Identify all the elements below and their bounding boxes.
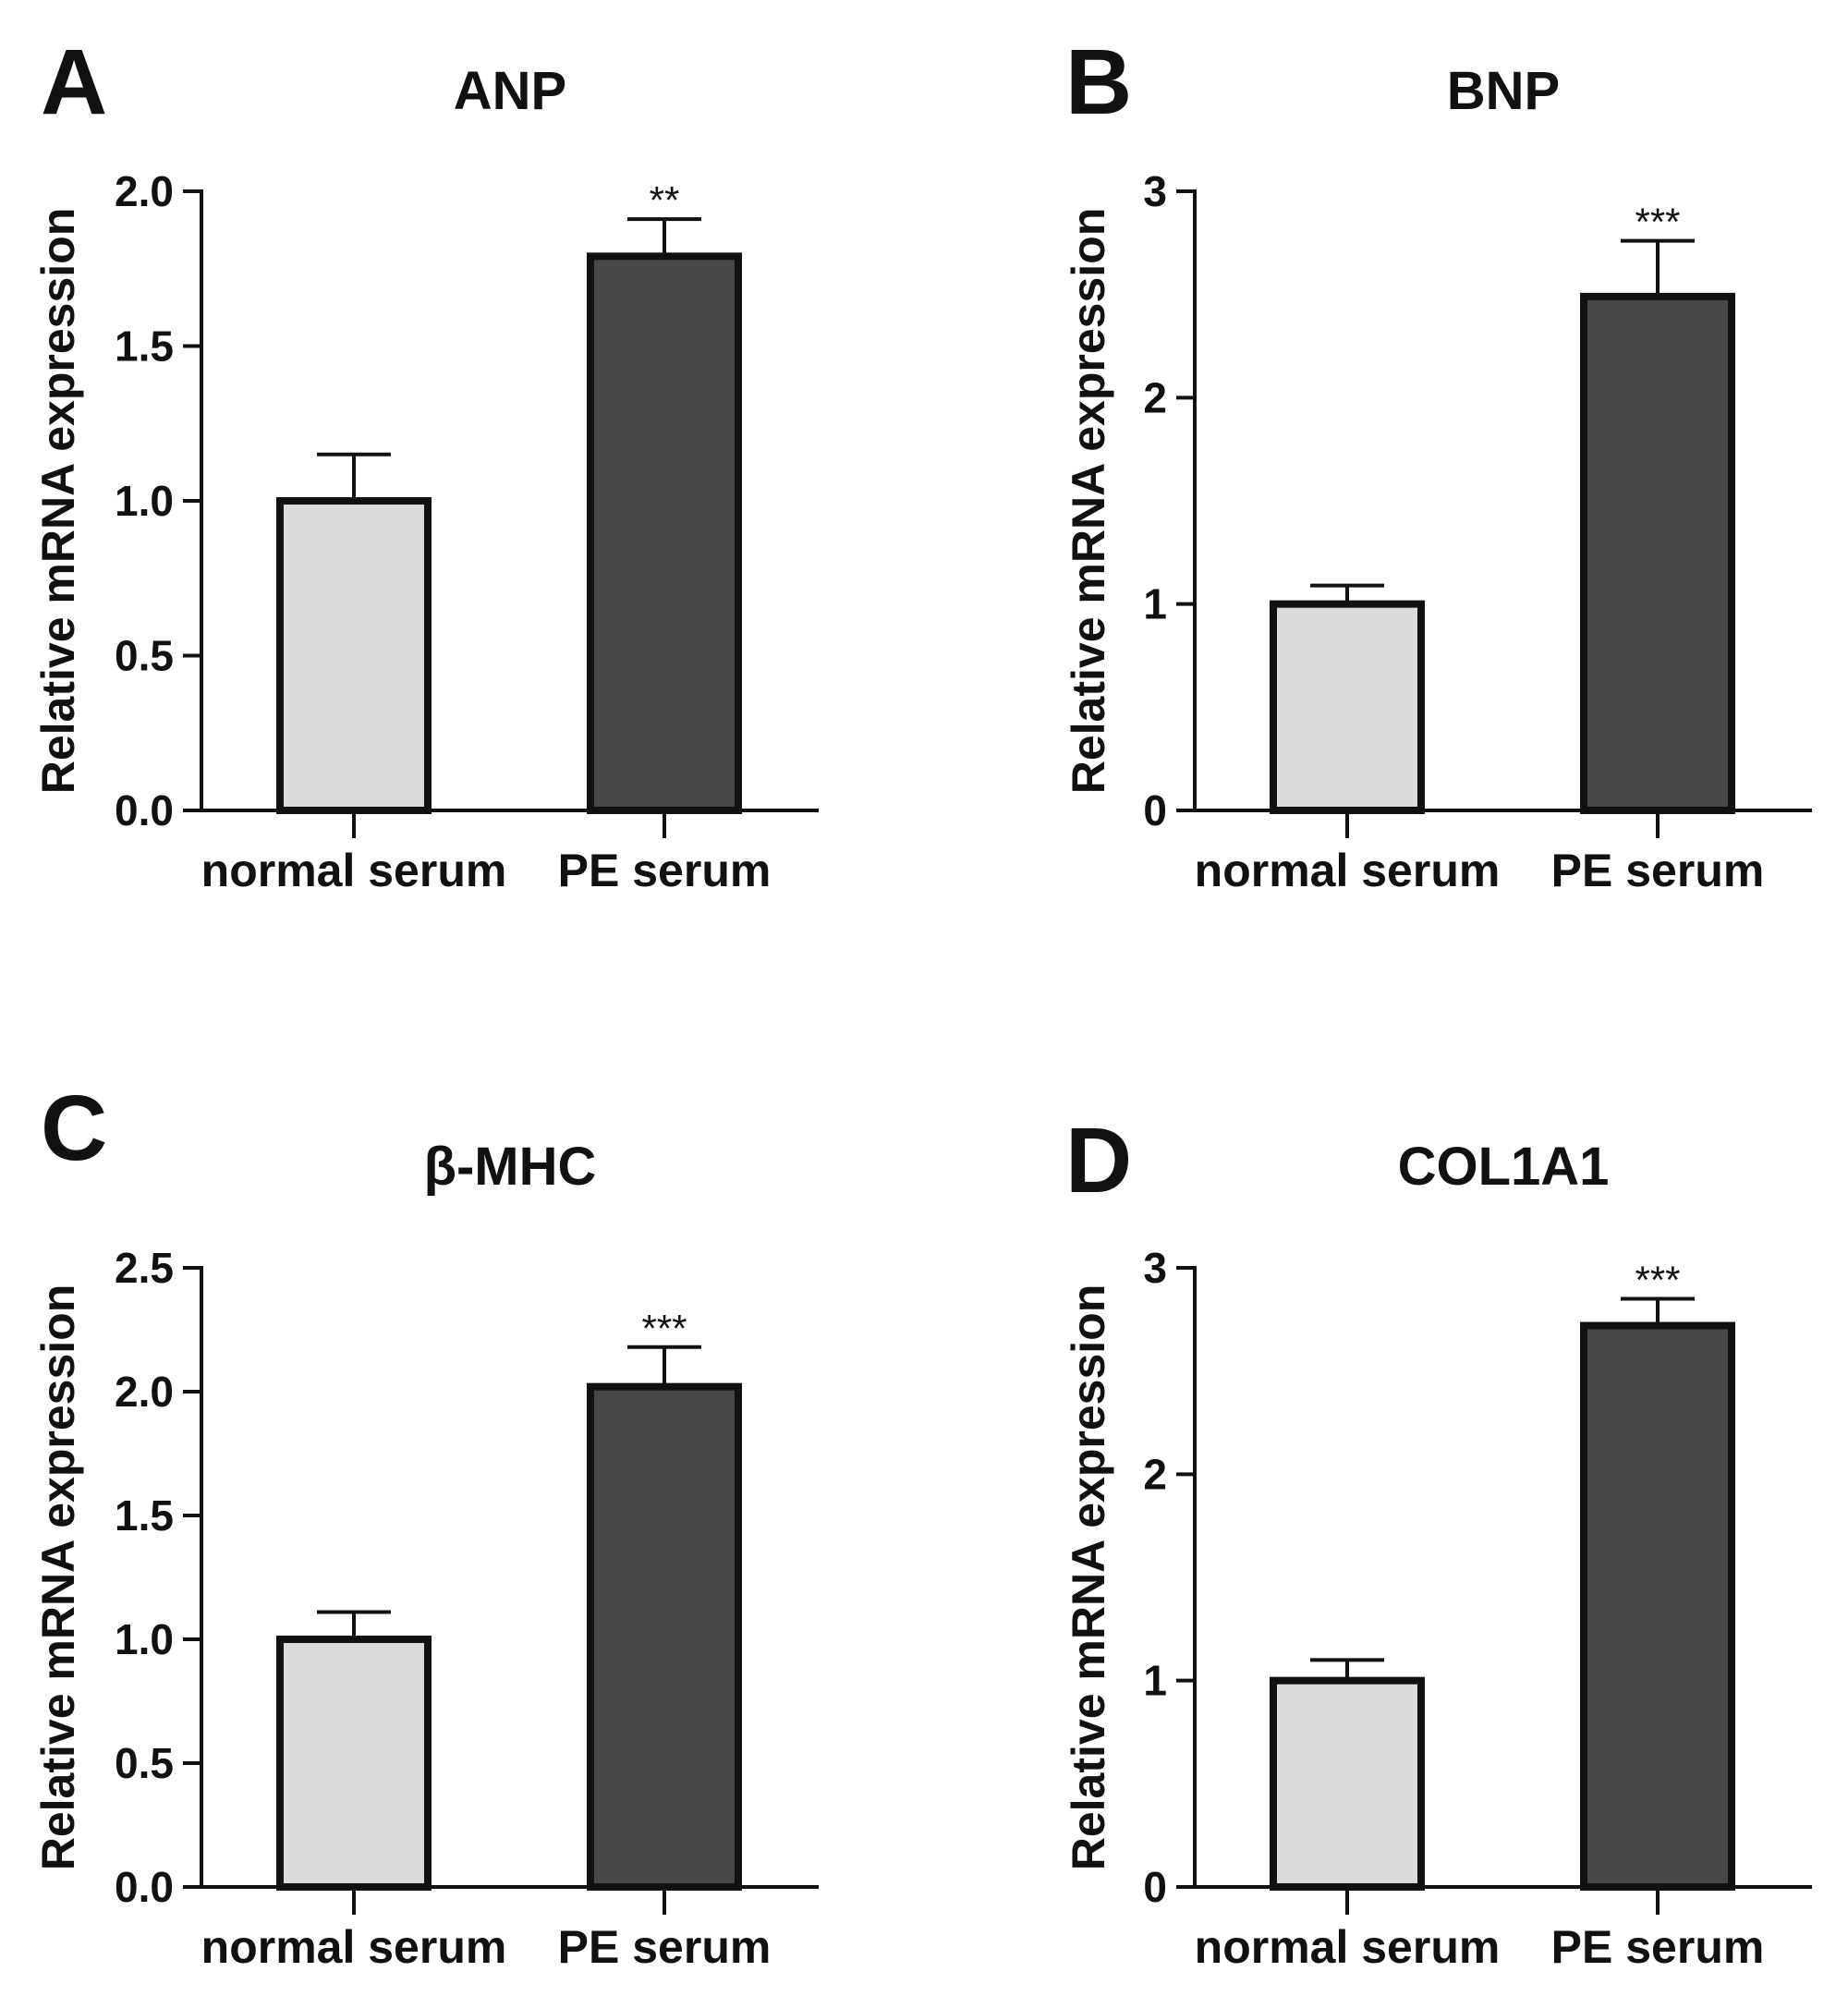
x-tick-label: normal serum — [1195, 1921, 1501, 1973]
panel-a: A ANP Relative mRNA expression 0.0 0.5 1.0… — [32, 30, 819, 896]
y-tick-label: 2.0 — [115, 167, 174, 215]
panel-letter: D — [1065, 1109, 1132, 1212]
bar-normal-serum — [1270, 1676, 1425, 1891]
panel-letter: A — [41, 30, 107, 134]
significance-label: *** — [1635, 201, 1680, 244]
y-tick-label: 1.5 — [115, 323, 174, 371]
y-tick-label: 0.0 — [115, 786, 174, 834]
y-tick-label: 0 — [1143, 1863, 1167, 1911]
significance-label: *** — [641, 1307, 687, 1350]
x-tick-label: PE serum — [558, 1921, 772, 1973]
y-axis-label: Relative mRNA expression — [32, 208, 84, 795]
y-axis-label: Relative mRNA expression — [1063, 208, 1114, 795]
bar-normal-serum — [276, 1636, 432, 1891]
y-tick-label: 0.0 — [115, 1863, 174, 1911]
x-tick-label: normal serum — [201, 845, 507, 896]
y-tick-label: 1.0 — [115, 477, 174, 525]
panel-b: B BNP Relative mRNA expression 0 1 2 3 norma… — [1063, 30, 1812, 896]
bar-pe-serum — [1580, 1321, 1735, 1891]
y-tick-label: 0 — [1143, 786, 1167, 834]
y-tick-label: 2.0 — [115, 1368, 174, 1416]
bar-normal-serum — [1270, 600, 1425, 815]
panel-c: C β-MHC Relative mRNA expression 0.0 0.5 1… — [32, 1077, 819, 1973]
y-axis-label: Relative mRNA expression — [1063, 1284, 1114, 1871]
y-axis-label: Relative mRNA expression — [32, 1284, 84, 1871]
significance-label: *** — [1635, 1259, 1680, 1302]
y-tick-label: 1 — [1143, 1657, 1167, 1705]
y-tick-label: 1.0 — [115, 1615, 174, 1663]
bar-pe-serum — [587, 252, 742, 815]
x-tick-label: normal serum — [1195, 845, 1501, 896]
bar-pe-serum — [587, 1382, 742, 1891]
y-tick-label: 3 — [1143, 167, 1167, 215]
y-tick-label: 0.5 — [115, 1739, 174, 1787]
y-tick-label: 2.5 — [115, 1244, 174, 1292]
chart-title: β-MHC — [424, 1137, 597, 1197]
panel-letter: C — [41, 1077, 107, 1180]
x-tick-label: PE serum — [1551, 1921, 1765, 1973]
y-tick-label: 2 — [1143, 373, 1167, 421]
y-tick-label: 3 — [1143, 1244, 1167, 1292]
chart-title: ANP — [454, 61, 566, 121]
panel-letter: B — [1065, 30, 1132, 134]
panel-d: D COL1A1 Relative mRNA expression 0 1 2 3 no… — [1063, 1109, 1812, 1973]
y-tick-label: 2 — [1143, 1450, 1167, 1498]
bar-pe-serum — [1580, 292, 1735, 814]
chart-title: COL1A1 — [1398, 1137, 1610, 1197]
y-tick-label: 0.5 — [115, 632, 174, 680]
chart-title: BNP — [1447, 61, 1560, 121]
x-tick-label: PE serum — [558, 845, 772, 896]
significance-label: ** — [650, 178, 680, 222]
x-tick-label: PE serum — [1551, 845, 1765, 896]
x-tick-label: normal serum — [201, 1921, 507, 1973]
y-tick-label: 1 — [1143, 580, 1167, 628]
bar-normal-serum — [276, 497, 432, 814]
y-tick-label: 1.5 — [115, 1491, 174, 1540]
